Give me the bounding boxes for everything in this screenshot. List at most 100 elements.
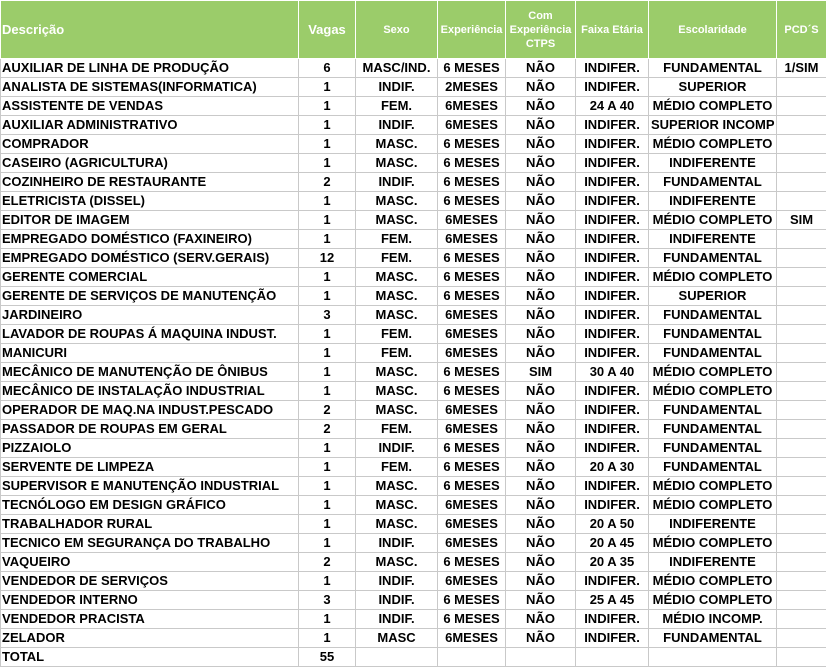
cell: MÉDIO COMPLETO: [649, 363, 777, 382]
cell: NÃO: [506, 382, 576, 401]
cell: INDIFER.: [576, 116, 649, 135]
cell: NÃO: [506, 116, 576, 135]
cell: NÃO: [506, 515, 576, 534]
cell: [777, 629, 826, 648]
cell: MÉDIO COMPLETO: [649, 268, 777, 287]
cell: 25 A 45: [576, 591, 649, 610]
cell: NÃO: [506, 230, 576, 249]
cell: 6MESES: [438, 325, 506, 344]
cell: 20 A 35: [576, 553, 649, 572]
cell: 1: [299, 287, 356, 306]
cell: 6 MESES: [438, 173, 506, 192]
cell: 1: [299, 192, 356, 211]
cell: INDIFER.: [576, 629, 649, 648]
cell: INDIFERENTE: [649, 553, 777, 572]
cell: 1: [299, 268, 356, 287]
cell: 1: [299, 78, 356, 97]
cell: 6MESES: [438, 344, 506, 363]
cell: FUNDAMENTAL: [649, 420, 777, 439]
column-header: Descrição: [1, 1, 299, 59]
cell: SERVENTE DE LIMPEZA: [1, 458, 299, 477]
cell: 6 MESES: [438, 610, 506, 629]
cell: INDIF.: [356, 572, 438, 591]
cell: AUXILIAR ADMINISTRATIVO: [1, 116, 299, 135]
cell: 6 MESES: [438, 477, 506, 496]
cell: MÉDIO COMPLETO: [649, 135, 777, 154]
cell: 6 MESES: [438, 268, 506, 287]
cell: 1: [299, 135, 356, 154]
cell: INDIFER.: [576, 192, 649, 211]
cell: COZINHEIRO DE RESTAURANTE: [1, 173, 299, 192]
cell: INDIFER.: [576, 382, 649, 401]
cell: TOTAL: [1, 648, 299, 667]
cell: FUNDAMENTAL: [649, 306, 777, 325]
cell: INDIFER.: [576, 211, 649, 230]
cell: MASC.: [356, 496, 438, 515]
cell: INDIF.: [356, 173, 438, 192]
cell: COMPRADOR: [1, 135, 299, 154]
cell: 6MESES: [438, 401, 506, 420]
cell: MÉDIO COMPLETO: [649, 534, 777, 553]
cell: ANALISTA DE SISTEMAS(INFORMATICA): [1, 78, 299, 97]
cell: [777, 363, 826, 382]
cell: INDIF.: [356, 591, 438, 610]
cell: VAQUEIRO: [1, 553, 299, 572]
cell: [777, 249, 826, 268]
cell: 3: [299, 591, 356, 610]
cell: 1: [299, 515, 356, 534]
cell: 6MESES: [438, 534, 506, 553]
cell: 2: [299, 420, 356, 439]
cell: SIM: [777, 211, 826, 230]
cell: MÉDIO COMPLETO: [649, 572, 777, 591]
cell: NÃO: [506, 534, 576, 553]
cell: MANICURI: [1, 344, 299, 363]
cell: INDIFER.: [576, 610, 649, 629]
column-header: Escolaridade: [649, 1, 777, 59]
cell: [777, 458, 826, 477]
cell: AUXILIAR DE LINHA DE PRODUÇÃO: [1, 59, 299, 78]
cell: NÃO: [506, 629, 576, 648]
cell: FUNDAMENTAL: [649, 325, 777, 344]
cell: FUNDAMENTAL: [649, 173, 777, 192]
cell: VENDEDOR PRACISTA: [1, 610, 299, 629]
cell: [777, 420, 826, 439]
cell: PASSADOR DE ROUPAS EM GERAL: [1, 420, 299, 439]
cell: 6MESES: [438, 211, 506, 230]
cell: VENDEDOR DE SERVIÇOS: [1, 572, 299, 591]
cell: OPERADOR DE MAQ.NA INDUST.PESCADO: [1, 401, 299, 420]
cell: FEM.: [356, 230, 438, 249]
cell: FUNDAMENTAL: [649, 439, 777, 458]
cell: MASC.: [356, 382, 438, 401]
cell: [777, 173, 826, 192]
cell: [777, 97, 826, 116]
cell: CASEIRO (AGRICULTURA): [1, 154, 299, 173]
cell: EMPREGADO DOMÉSTICO (FAXINEIRO): [1, 230, 299, 249]
cell: MÉDIO INCOMP.: [649, 610, 777, 629]
cell: NÃO: [506, 78, 576, 97]
cell: INDIFER.: [576, 78, 649, 97]
cell: SUPERVISOR E MANUTENÇÃO INDUSTRIAL: [1, 477, 299, 496]
cell: [777, 230, 826, 249]
cell: [777, 78, 826, 97]
cell: TECNÓLOGO EM DESIGN GRÁFICO: [1, 496, 299, 515]
cell: 6 MESES: [438, 59, 506, 78]
cell: INDIF.: [356, 439, 438, 458]
cell: 1: [299, 439, 356, 458]
cell: MÉDIO COMPLETO: [649, 382, 777, 401]
cell: MASC.: [356, 135, 438, 154]
cell: INDIFER.: [576, 344, 649, 363]
cell: ZELADOR: [1, 629, 299, 648]
cell: TECNICO EM SEGURANÇA DO TRABALHO: [1, 534, 299, 553]
cell: NÃO: [506, 287, 576, 306]
column-header: Sexo: [356, 1, 438, 59]
cell: 1: [299, 97, 356, 116]
